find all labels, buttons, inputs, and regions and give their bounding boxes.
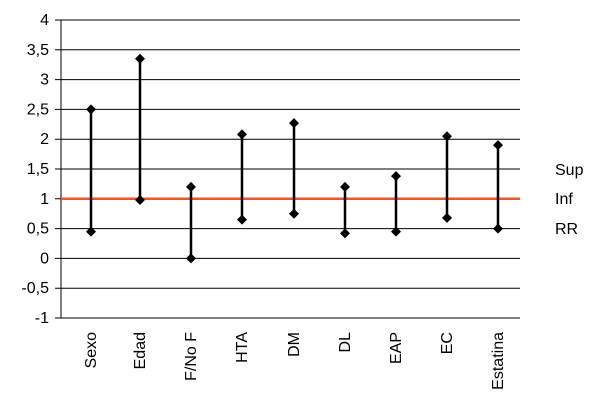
sup-marker bbox=[237, 129, 247, 140]
y-tick-label: 2 bbox=[40, 131, 49, 148]
x-tick-label: DL bbox=[337, 332, 354, 353]
legend-entry-inf: Inf bbox=[555, 191, 573, 208]
inf-marker bbox=[86, 226, 96, 237]
x-tick-label: Sexo bbox=[83, 332, 100, 369]
y-tick-label: 3,5 bbox=[27, 42, 49, 59]
y-tick-label: 0 bbox=[40, 250, 49, 267]
y-tick-label: 2,5 bbox=[27, 101, 49, 118]
interval-ec bbox=[442, 131, 452, 223]
x-tick-label: F/No F bbox=[183, 332, 200, 381]
legend: Sup Inf RR bbox=[555, 162, 584, 238]
interval-dm bbox=[289, 118, 299, 219]
sup-marker bbox=[391, 171, 401, 182]
interval-eap bbox=[391, 171, 401, 237]
x-tick-label: EC bbox=[439, 332, 456, 354]
interval-estatina bbox=[493, 140, 503, 234]
x-axis-tick-labels: Sexo Edad F/No F HTA DM DL EAP EC Estatina bbox=[83, 332, 507, 390]
interval-sexo bbox=[86, 104, 96, 237]
sup-marker bbox=[442, 131, 452, 142]
x-tick-label: Edad bbox=[132, 332, 149, 369]
sup-marker bbox=[340, 181, 350, 192]
sup-marker bbox=[86, 104, 96, 115]
interval-edad bbox=[135, 53, 145, 205]
y-tick-label: -0,5 bbox=[21, 280, 49, 297]
inf-marker bbox=[442, 212, 452, 223]
interval-hta bbox=[237, 129, 247, 225]
y-axis-tick-labels: 4 3,5 3 2,5 2 1,5 1 0,5 0 -0,5 -1 bbox=[21, 12, 49, 327]
inf-marker bbox=[186, 253, 196, 264]
inf-marker bbox=[340, 228, 350, 239]
x-tick-label: Estatina bbox=[490, 332, 507, 390]
y-tick-label: 4 bbox=[40, 12, 49, 29]
y-tick-label: 0,5 bbox=[27, 221, 49, 238]
inf-marker bbox=[391, 226, 401, 237]
sup-marker bbox=[135, 53, 145, 64]
inf-marker bbox=[493, 223, 503, 234]
inf-marker bbox=[237, 214, 247, 225]
sup-marker bbox=[289, 118, 299, 129]
sup-marker bbox=[493, 140, 503, 151]
inf-marker bbox=[135, 194, 145, 205]
x-tick-label: EAP bbox=[388, 332, 405, 364]
sup-marker bbox=[186, 181, 196, 192]
y-tick-label: 3 bbox=[40, 72, 49, 89]
inf-marker bbox=[289, 208, 299, 219]
x-tick-label: DM bbox=[286, 332, 303, 357]
interval-series bbox=[86, 53, 503, 264]
y-tick-label: -1 bbox=[35, 310, 49, 327]
y-tick-label: 1,5 bbox=[27, 161, 49, 178]
legend-entry-sup: Sup bbox=[555, 162, 584, 179]
x-tick-label: HTA bbox=[234, 332, 251, 363]
y-tick-label: 1 bbox=[40, 191, 49, 208]
legend-entry-rr: RR bbox=[555, 221, 578, 238]
gridlines bbox=[55, 19, 520, 319]
interval-f-no-f bbox=[186, 181, 196, 264]
interval-dl bbox=[340, 181, 350, 239]
